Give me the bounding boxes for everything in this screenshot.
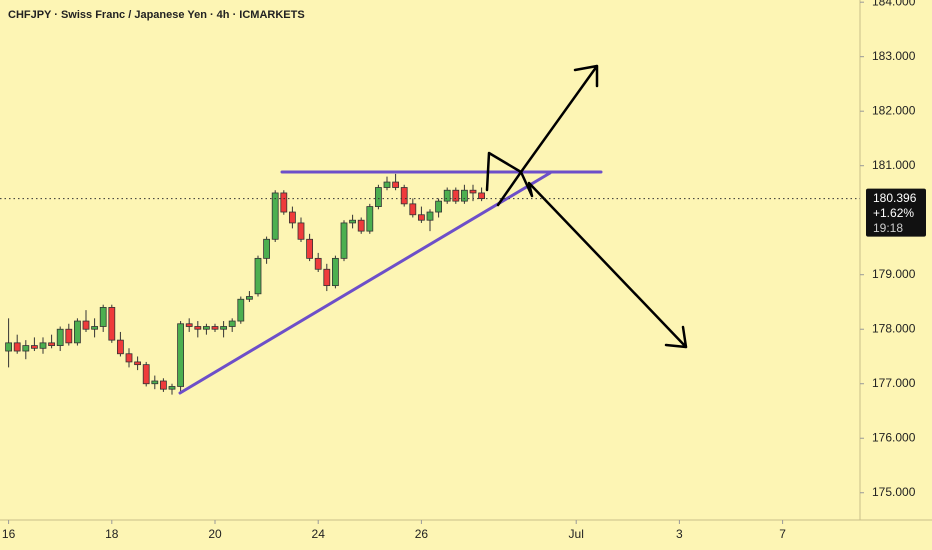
candle-body [99,307,107,327]
up-arrow [485,64,599,192]
candle-body [74,320,81,344]
candle-body [108,307,116,341]
candle-body [280,192,288,213]
candle-body [125,353,133,363]
trend-line [178,171,552,395]
candle-body [400,187,408,205]
y-tick-label: 176.000 [872,430,916,444]
candle-body [271,192,279,240]
x-tick-label: Jul [569,527,584,541]
x-tick-label: 26 [415,527,429,541]
candle-body [177,323,185,387]
candle-body [211,326,219,330]
candle-body [417,214,425,221]
candle-body [306,238,314,259]
candle-body [151,380,159,385]
candle-body [349,219,357,224]
y-tick-label: 179.000 [872,267,916,281]
candle-body [392,181,400,188]
candle-body [228,320,236,327]
candle-body [357,219,365,232]
candle-body [478,192,486,200]
y-tick-label: 183.000 [872,49,916,63]
candle-body [245,296,253,300]
x-tick-label: 18 [105,527,119,541]
x-tick-label: 3 [676,527,683,541]
candle-body [383,181,391,188]
candle-body [65,328,73,344]
candle-body [22,345,30,352]
candle-body [5,342,12,352]
candle-body [91,326,98,330]
last-price-box [866,188,926,237]
candle-body [202,326,210,330]
y-tick-label: 178.000 [872,321,916,335]
candle-body [409,203,417,216]
down-arrow [496,170,688,349]
candle-body [469,189,477,194]
x-tick-label: 7 [779,527,786,541]
candle-body [134,361,142,366]
candle-body [194,326,202,330]
candle-body [452,189,460,202]
y-tick-label: 181.000 [872,158,916,172]
candle-body [220,326,228,330]
candle-body [30,345,38,349]
candle-body [82,320,90,330]
candle-body [374,187,382,207]
x-tick-label: 16 [2,527,16,541]
candle-body [254,257,262,295]
candle-body [314,257,322,270]
countdown-label: 19:18 [873,221,903,235]
candle-body [323,268,331,287]
drawings [178,64,688,395]
candle-body [435,200,443,213]
y-tick-label: 177.000 [872,376,916,390]
last-price-label: 180.396 [873,191,917,205]
candle-body [331,257,339,287]
candle-body [340,222,348,259]
candles [5,173,486,395]
candle-body [39,342,47,349]
change-label: +1.62% [873,206,914,220]
candle-body [159,380,167,390]
candle-body [56,328,64,346]
candle-body [263,238,271,259]
candle-body [168,386,176,390]
candle-body [297,222,305,240]
candle-body [443,189,451,202]
candle-body [237,298,245,322]
candle-body [142,364,150,385]
candle-body [426,211,434,221]
y-tick-label: 175.000 [872,485,916,499]
y-tick-label: 184.000 [872,0,916,8]
x-tick-label: 20 [208,527,222,541]
candle-body [288,211,296,224]
candle-body [185,323,193,327]
candle-body [117,339,124,355]
candle-body [460,189,468,202]
candle-body [48,342,55,346]
x-tick-label: 24 [312,527,326,541]
y-tick-label: 182.000 [872,103,916,117]
candle-body [366,206,374,232]
chart-title: CHFJPY · Swiss Franc / Japanese Yen · 4h… [8,9,305,21]
candle-body [13,342,21,352]
